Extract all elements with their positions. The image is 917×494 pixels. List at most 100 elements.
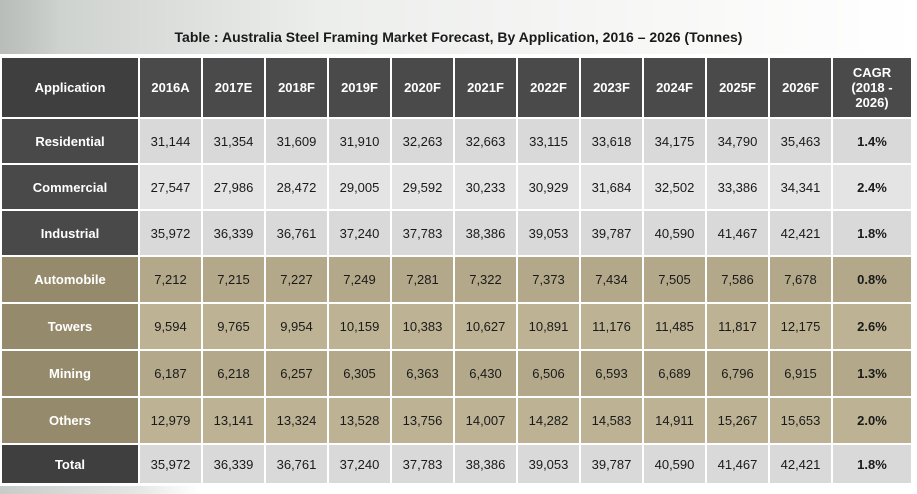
- value-cell: 36,339: [203, 211, 264, 255]
- header-year: 2024F: [644, 58, 705, 117]
- cagr-cell: 1.8%: [833, 211, 911, 255]
- value-cell: 6,593: [581, 351, 642, 396]
- header-cagr-line: (2018 -: [851, 80, 893, 95]
- value-cell: 7,322: [455, 257, 516, 302]
- value-cell: 37,783: [392, 445, 453, 483]
- header-year: 2025F: [707, 58, 768, 117]
- header-year: 2017E: [203, 58, 264, 117]
- value-cell: 12,175: [770, 304, 831, 349]
- cagr-cell: 2.0%: [833, 398, 911, 443]
- value-cell: 6,218: [203, 351, 264, 396]
- cagr-cell: 0.8%: [833, 257, 911, 302]
- table-row: Others 12,979 13,141 13,324 13,528 13,756 14,0…: [2, 398, 911, 443]
- value-cell: 12,979: [140, 398, 201, 443]
- value-cell: 38,386: [455, 445, 516, 483]
- value-cell: 15,267: [707, 398, 768, 443]
- value-cell: 13,528: [329, 398, 390, 443]
- header-year: 2020F: [392, 58, 453, 117]
- value-cell: 9,594: [140, 304, 201, 349]
- value-cell: 33,386: [707, 165, 768, 209]
- value-cell: 34,341: [770, 165, 831, 209]
- value-cell: 27,547: [140, 165, 201, 209]
- value-cell: 6,689: [644, 351, 705, 396]
- value-cell: 10,891: [518, 304, 579, 349]
- value-cell: 37,240: [329, 211, 390, 255]
- value-cell: 39,787: [581, 445, 642, 483]
- value-cell: 40,590: [644, 445, 705, 483]
- value-cell: 14,282: [518, 398, 579, 443]
- value-cell: 11,817: [707, 304, 768, 349]
- header-year: 2018F: [266, 58, 327, 117]
- value-cell: 7,678: [770, 257, 831, 302]
- value-cell: 40,590: [644, 211, 705, 255]
- header-year: 2016A: [140, 58, 201, 117]
- cagr-cell: 1.3%: [833, 351, 911, 396]
- value-cell: 29,592: [392, 165, 453, 209]
- value-cell: 27,986: [203, 165, 264, 209]
- value-cell: 30,929: [518, 165, 579, 209]
- value-cell: 7,227: [266, 257, 327, 302]
- value-cell: 36,761: [266, 445, 327, 483]
- value-cell: 7,434: [581, 257, 642, 302]
- value-cell: 14,911: [644, 398, 705, 443]
- value-cell: 14,007: [455, 398, 516, 443]
- header-year: 2022F: [518, 58, 579, 117]
- value-cell: 7,212: [140, 257, 201, 302]
- value-cell: 30,233: [455, 165, 516, 209]
- row-label: Residential: [2, 119, 138, 163]
- value-cell: 31,354: [203, 119, 264, 163]
- value-cell: 33,618: [581, 119, 642, 163]
- value-cell: 35,463: [770, 119, 831, 163]
- value-cell: 41,467: [707, 445, 768, 483]
- cagr-cell: 1.8%: [833, 445, 911, 483]
- value-cell: 15,653: [770, 398, 831, 443]
- header-application: Application: [2, 58, 138, 117]
- table-row: Automobile 7,212 7,215 7,227 7,249 7,281 7,322…: [2, 257, 911, 302]
- value-cell: 7,373: [518, 257, 579, 302]
- value-cell: 6,506: [518, 351, 579, 396]
- value-cell: 6,796: [707, 351, 768, 396]
- header-cagr: CAGR (2018 - 2026): [833, 58, 911, 117]
- value-cell: 33,115: [518, 119, 579, 163]
- cagr-cell: 2.6%: [833, 304, 911, 349]
- table-row: Residential 31,144 31,354 31,609 31,910 32,26…: [2, 119, 911, 163]
- value-cell: 11,176: [581, 304, 642, 349]
- value-cell: 31,684: [581, 165, 642, 209]
- value-cell: 7,586: [707, 257, 768, 302]
- value-cell: 32,663: [455, 119, 516, 163]
- table-row: Industrial 35,972 36,339 36,761 37,240 37,783…: [2, 211, 911, 255]
- header-cagr-line: 2026): [855, 95, 889, 110]
- header-year: 2021F: [455, 58, 516, 117]
- value-cell: 31,609: [266, 119, 327, 163]
- value-cell: 37,240: [329, 445, 390, 483]
- value-cell: 42,421: [770, 445, 831, 483]
- value-cell: 29,005: [329, 165, 390, 209]
- market-forecast-table: Application 2016A 2017E 2018F 2019F 2020…: [0, 56, 913, 485]
- value-cell: 13,324: [266, 398, 327, 443]
- value-cell: 7,215: [203, 257, 264, 302]
- value-cell: 10,159: [329, 304, 390, 349]
- header-row: Application 2016A 2017E 2018F 2019F 2020…: [2, 58, 911, 117]
- value-cell: 39,053: [518, 445, 579, 483]
- table-row: Total 35,972 36,339 36,761 37,240 37,783 38,38…: [2, 445, 911, 483]
- table-row: Mining 6,187 6,218 6,257 6,305 6,363 6,430 6,50…: [2, 351, 911, 396]
- table-row: Towers 9,594 9,765 9,954 10,159 10,383 10,627 1…: [2, 304, 911, 349]
- value-cell: 39,787: [581, 211, 642, 255]
- header-cagr-line: CAGR: [852, 65, 892, 80]
- cagr-cell: 2.4%: [833, 165, 911, 209]
- value-cell: 10,627: [455, 304, 516, 349]
- value-cell: 36,761: [266, 211, 327, 255]
- value-cell: 34,175: [644, 119, 705, 163]
- header-year: 2026F: [770, 58, 831, 117]
- value-cell: 11,485: [644, 304, 705, 349]
- value-cell: 38,386: [455, 211, 516, 255]
- value-cell: 6,257: [266, 351, 327, 396]
- value-cell: 32,263: [392, 119, 453, 163]
- row-label: Towers: [2, 304, 138, 349]
- value-cell: 32,502: [644, 165, 705, 209]
- value-cell: 31,144: [140, 119, 201, 163]
- value-cell: 31,910: [329, 119, 390, 163]
- row-label: Total: [2, 445, 138, 483]
- row-label: Industrial: [2, 211, 138, 255]
- value-cell: 37,783: [392, 211, 453, 255]
